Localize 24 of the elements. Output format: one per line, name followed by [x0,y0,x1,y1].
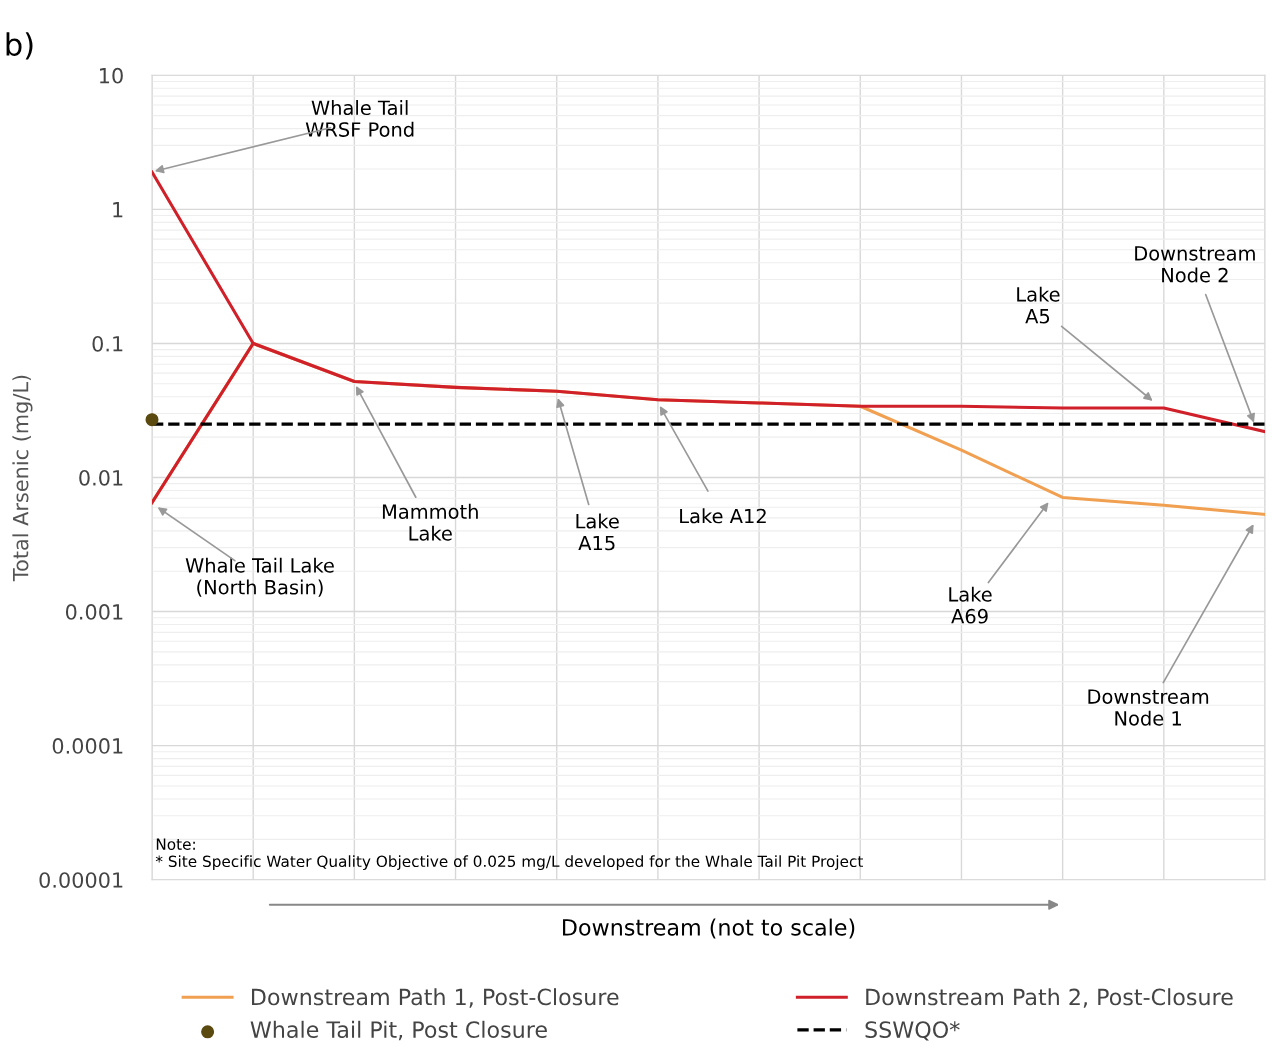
y-tick-label: 0.001 [65,604,123,620]
annotation: Lake A5 [1017,286,1060,324]
legend-label: Whale Tail Pit, Post Closure [250,1020,547,1041]
y-tick-label: 0.0001 [52,738,123,754]
y-tick-label: 0.00001 [39,872,123,888]
legend-label: Downstream Path 1, Post-Closure [252,988,619,1008]
annotation: Mammoth Lake [382,503,478,541]
annotation: Lake A15 [576,513,619,551]
y-axis-title: Total Arsenic (mg/L) [12,375,33,582]
y-tick-label: 0.1 [92,335,123,352]
annotation: Lake A12 [680,508,766,524]
annotation: Lake A69 [949,586,992,624]
annotation: Downstream Node 1 [1088,689,1209,726]
y-tick-label: 10 [100,67,123,84]
annotation: Whale Tail WRSF Pond [305,100,414,137]
x-axis-title: Downstream (not to scale) [563,918,855,939]
annotation: Downstream Node 2 [1135,246,1255,283]
text: b) [6,32,33,60]
annotation: Note: * Site Specific Water Quality Objective of 0.025 mg/L developed for the Whale Tail Pit Project [155,838,863,871]
annotation: Whale Tail Lake (North Basin) [185,557,334,597]
legend-label: Downstream Path 2, Post-Closure [866,988,1233,1008]
legend-label: SSWQO* [865,1021,960,1041]
y-tick-label: 0.01 [79,469,123,486]
y-tick-label: 1 [113,202,123,218]
